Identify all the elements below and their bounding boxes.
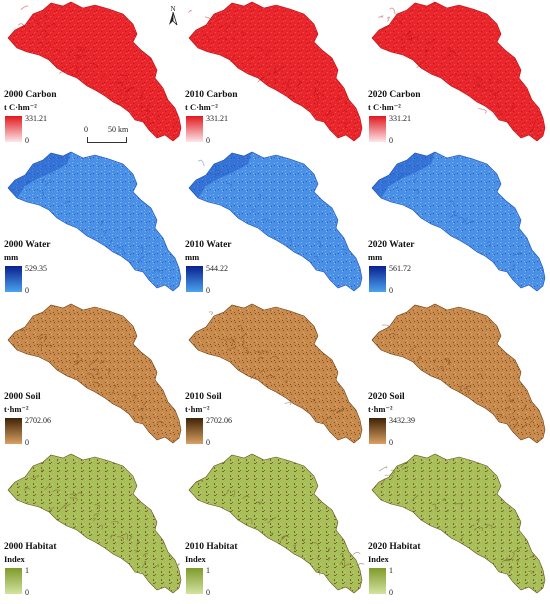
water-map-2	[371, 151, 546, 292]
water-map-1	[188, 151, 363, 292]
scale-distance-label: 50 km	[108, 125, 129, 134]
carbon-legend-bar-0	[5, 116, 22, 142]
soil-panel-title-2: 2020 Soil	[368, 392, 405, 402]
water-legend-min-1: 0	[206, 286, 210, 295]
water-legend-max-2: 561.72	[389, 264, 411, 273]
habitat-panel-title-2: 2020 Habitat	[368, 542, 421, 552]
habitat-panel-unit-1: Index	[185, 554, 206, 564]
carbon-map-2	[371, 1, 546, 142]
water-legend-max-0: 529.35	[25, 264, 47, 273]
carbon-legend-min-0: 0	[25, 136, 29, 145]
water-panel-title-0: 2000 Water	[4, 240, 51, 250]
water-panel-unit-2: mm	[368, 252, 383, 262]
soil-legend-max-2: 3432.39	[389, 416, 415, 425]
water-panel-unit-1: mm	[185, 252, 200, 262]
water-panel-title-2: 2020 Water	[368, 240, 415, 250]
habitat-panel-title-0: 2000 Habitat	[4, 542, 57, 552]
soil-panel-title-1: 2010 Soil	[185, 392, 222, 402]
carbon-legend-bar-2	[369, 116, 386, 142]
habitat-map-0	[7, 453, 182, 594]
north-label: N	[170, 5, 175, 13]
habitat-map-2	[371, 453, 546, 594]
water-panel-unit-0: mm	[4, 252, 19, 262]
soil-panel-title-0: 2000 Soil	[4, 392, 41, 402]
water-legend-min-0: 0	[25, 286, 29, 295]
water-panel-title-1: 2010 Water	[185, 240, 232, 250]
water-legend-bar-0	[5, 266, 22, 292]
habitat-panel-unit-2: Index	[368, 554, 389, 564]
carbon-legend-max-1: 331.21	[206, 114, 228, 123]
habitat-legend-min-2: 0	[389, 588, 393, 597]
habitat-panel-title-1: 2010 Habitat	[185, 542, 238, 552]
scale-bar	[87, 137, 127, 143]
habitat-panel-unit-0: Index	[4, 554, 25, 564]
carbon-panel-unit-2: t C·hm⁻²	[368, 102, 401, 112]
soil-legend-bar-0	[5, 418, 22, 444]
habitat-legend-min-0: 0	[25, 588, 29, 597]
carbon-legend-bar-1	[186, 116, 203, 142]
habitat-legend-max-0: 1	[25, 566, 29, 575]
habitat-legend-min-1: 0	[206, 588, 210, 597]
soil-panel-unit-1: t·hm⁻²	[185, 404, 210, 414]
soil-legend-min-2: 0	[389, 438, 393, 447]
soil-panel-unit-2: t·hm⁻²	[368, 404, 393, 414]
carbon-panel-unit-0: t C·hm⁻²	[4, 102, 37, 112]
water-legend-max-1: 544.22	[206, 264, 228, 273]
carbon-legend-min-2: 0	[389, 136, 393, 145]
carbon-legend-min-1: 0	[206, 136, 210, 145]
soil-legend-bar-2	[369, 418, 386, 444]
soil-legend-max-0: 2702.06	[25, 416, 51, 425]
habitat-legend-bar-0	[5, 568, 22, 594]
habitat-legend-max-1: 1	[206, 566, 210, 575]
carbon-panel-title-2: 2020 Carbon	[368, 90, 421, 100]
water-legend-bar-2	[369, 266, 386, 292]
water-legend-bar-1	[186, 266, 203, 292]
soil-map-2	[371, 303, 546, 444]
habitat-legend-bar-1	[186, 568, 203, 594]
water-map-0	[7, 151, 182, 292]
soil-map-0	[7, 303, 182, 444]
scale-zero-label: 0	[84, 125, 88, 134]
soil-legend-min-0: 0	[25, 438, 29, 447]
soil-panel-unit-0: t·hm⁻²	[4, 404, 29, 414]
carbon-legend-max-2: 331.21	[389, 114, 411, 123]
habitat-legend-bar-2	[369, 568, 386, 594]
north-arrow-icon: N	[169, 5, 178, 26]
carbon-panel-unit-1: t C·hm⁻²	[185, 102, 218, 112]
carbon-panel-title-0: 2000 Carbon	[4, 90, 57, 100]
soil-legend-max-1: 2702.06	[206, 416, 232, 425]
carbon-legend-max-0: 331.21	[25, 114, 47, 123]
soil-map-1	[188, 303, 363, 444]
soil-legend-bar-1	[186, 418, 203, 444]
habitat-legend-max-2: 1	[389, 566, 393, 575]
carbon-panel-title-1: 2010 Carbon	[185, 90, 238, 100]
soil-legend-min-1: 0	[206, 438, 210, 447]
carbon-map-1	[187, 1, 363, 142]
habitat-map-1	[188, 453, 365, 594]
carbon-map-0	[7, 1, 182, 142]
water-legend-min-2: 0	[389, 286, 393, 295]
